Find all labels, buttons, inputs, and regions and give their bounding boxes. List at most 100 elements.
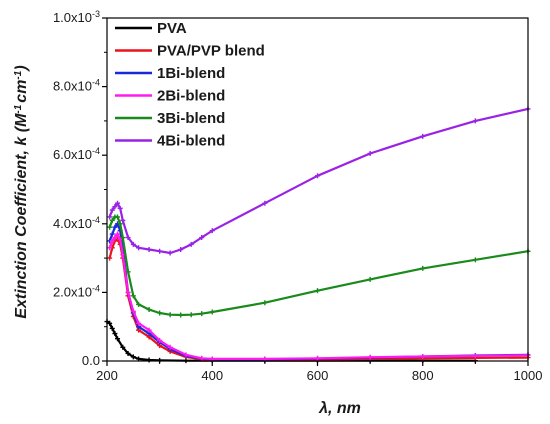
legend-entry: 2Bi-blend xyxy=(115,88,225,105)
series-point xyxy=(199,235,205,241)
series-point xyxy=(146,307,152,313)
legend-entry: PVA xyxy=(115,20,187,37)
series-point xyxy=(107,224,113,230)
series-point xyxy=(112,224,118,230)
series-point xyxy=(117,236,123,242)
y-axis-title-end: ) xyxy=(13,65,30,72)
legend-label: 3Bi-blend xyxy=(157,110,225,127)
plot-area xyxy=(107,18,528,361)
series-layer xyxy=(104,106,531,364)
series-point xyxy=(120,235,126,241)
series-point xyxy=(367,276,373,282)
series-point xyxy=(120,344,126,350)
series-point xyxy=(420,265,426,271)
x-tick-label: 1000 xyxy=(514,368,543,383)
series-point xyxy=(472,257,478,263)
series-point xyxy=(107,214,113,220)
y-axis-title-main: Extinction Coefficient, k (M xyxy=(13,113,30,319)
series-point xyxy=(146,327,152,333)
series-point xyxy=(157,337,163,343)
series-point xyxy=(199,355,205,361)
y-axis-title-mid: cm xyxy=(13,80,30,103)
series-point xyxy=(188,241,194,247)
series-point xyxy=(183,352,189,358)
series-point xyxy=(130,308,136,314)
series-point xyxy=(115,231,121,237)
series-point xyxy=(125,269,131,275)
series-point xyxy=(107,255,113,261)
series-point xyxy=(367,354,373,360)
y-tick-label: 1.0x10-3 xyxy=(53,9,100,25)
series-point xyxy=(107,320,113,326)
series-point xyxy=(112,235,118,241)
series-point xyxy=(125,235,131,241)
series-point xyxy=(117,205,123,211)
series-point xyxy=(209,309,215,315)
series-6 xyxy=(107,106,531,256)
y-tick-label: 4.0x10-4 xyxy=(53,215,100,231)
series-point xyxy=(109,217,115,223)
series-line xyxy=(108,107,529,255)
plot-background xyxy=(107,18,528,361)
series-point xyxy=(472,118,478,124)
y-tick-label: 0.0 xyxy=(82,353,100,368)
series-point xyxy=(130,354,136,360)
series-point xyxy=(107,245,113,251)
y-axis-title: Extinction Coefficient, k (M-1cm-1) xyxy=(13,65,31,318)
axes-layer: 200 400 600 800 1000 0.0 2.0x10-4 4.0x10-4 6.0x1… xyxy=(53,9,543,383)
legend-label: PVA xyxy=(157,20,187,37)
series-point xyxy=(367,150,373,156)
y-tick-label: 2.0x10-4 xyxy=(53,283,100,299)
legend-entry: PVA/PVP blend xyxy=(115,43,265,60)
series-point xyxy=(109,207,115,213)
y-axis-title-sup2: -1 xyxy=(13,70,24,79)
legend-entry: 3Bi-blend xyxy=(115,110,225,127)
legend-label: PVA/PVP blend xyxy=(157,43,265,60)
series-point xyxy=(112,331,118,337)
legend-entry: 4Bi-blend xyxy=(115,133,225,150)
series-point xyxy=(130,293,136,299)
series-point xyxy=(130,241,136,247)
series-point xyxy=(125,350,131,356)
series-point xyxy=(112,204,118,210)
y-tick-label: 6.0x10-4 xyxy=(53,146,100,162)
series-point xyxy=(209,228,215,234)
series-point xyxy=(136,320,142,326)
legend-entry: 1Bi-blend xyxy=(115,65,225,82)
series-point xyxy=(315,173,320,179)
series-point xyxy=(472,353,478,359)
series-point xyxy=(115,336,121,342)
series-point xyxy=(125,289,131,295)
x-tick-label: 200 xyxy=(96,368,118,383)
series-point xyxy=(146,357,152,363)
legend-label: 2Bi-blend xyxy=(157,88,225,105)
legend: PVA PVA/PVP blend 1Bi-blend 2Bi-blend 3Bi-bl… xyxy=(115,20,265,150)
series-point xyxy=(420,133,426,139)
series-point xyxy=(120,217,126,223)
series-point xyxy=(146,247,152,253)
series-point xyxy=(167,344,173,350)
series-point xyxy=(199,311,205,317)
series-point xyxy=(115,214,121,220)
series-point xyxy=(109,231,115,237)
series-point xyxy=(157,310,163,316)
y-axis-title-sup1: -1 xyxy=(13,104,24,113)
series-point xyxy=(136,301,142,307)
series-point xyxy=(315,355,320,361)
series-point xyxy=(115,200,121,206)
x-tick-label: 600 xyxy=(307,368,329,383)
x-tick-label: 800 xyxy=(412,368,434,383)
x-axis-title: λ, nm xyxy=(318,400,361,417)
series-point xyxy=(420,354,426,360)
series-point xyxy=(136,245,142,251)
series-point xyxy=(109,238,115,244)
legend-label: 4Bi-blend xyxy=(157,133,225,150)
series-line xyxy=(108,215,529,317)
legend-label: 1Bi-blend xyxy=(157,65,225,82)
series-point xyxy=(117,221,123,227)
series-point xyxy=(167,250,173,256)
series-point xyxy=(178,247,184,253)
series-point xyxy=(188,312,194,318)
y-tick-label: 8.0x10-4 xyxy=(53,78,100,94)
series-point xyxy=(157,248,163,254)
